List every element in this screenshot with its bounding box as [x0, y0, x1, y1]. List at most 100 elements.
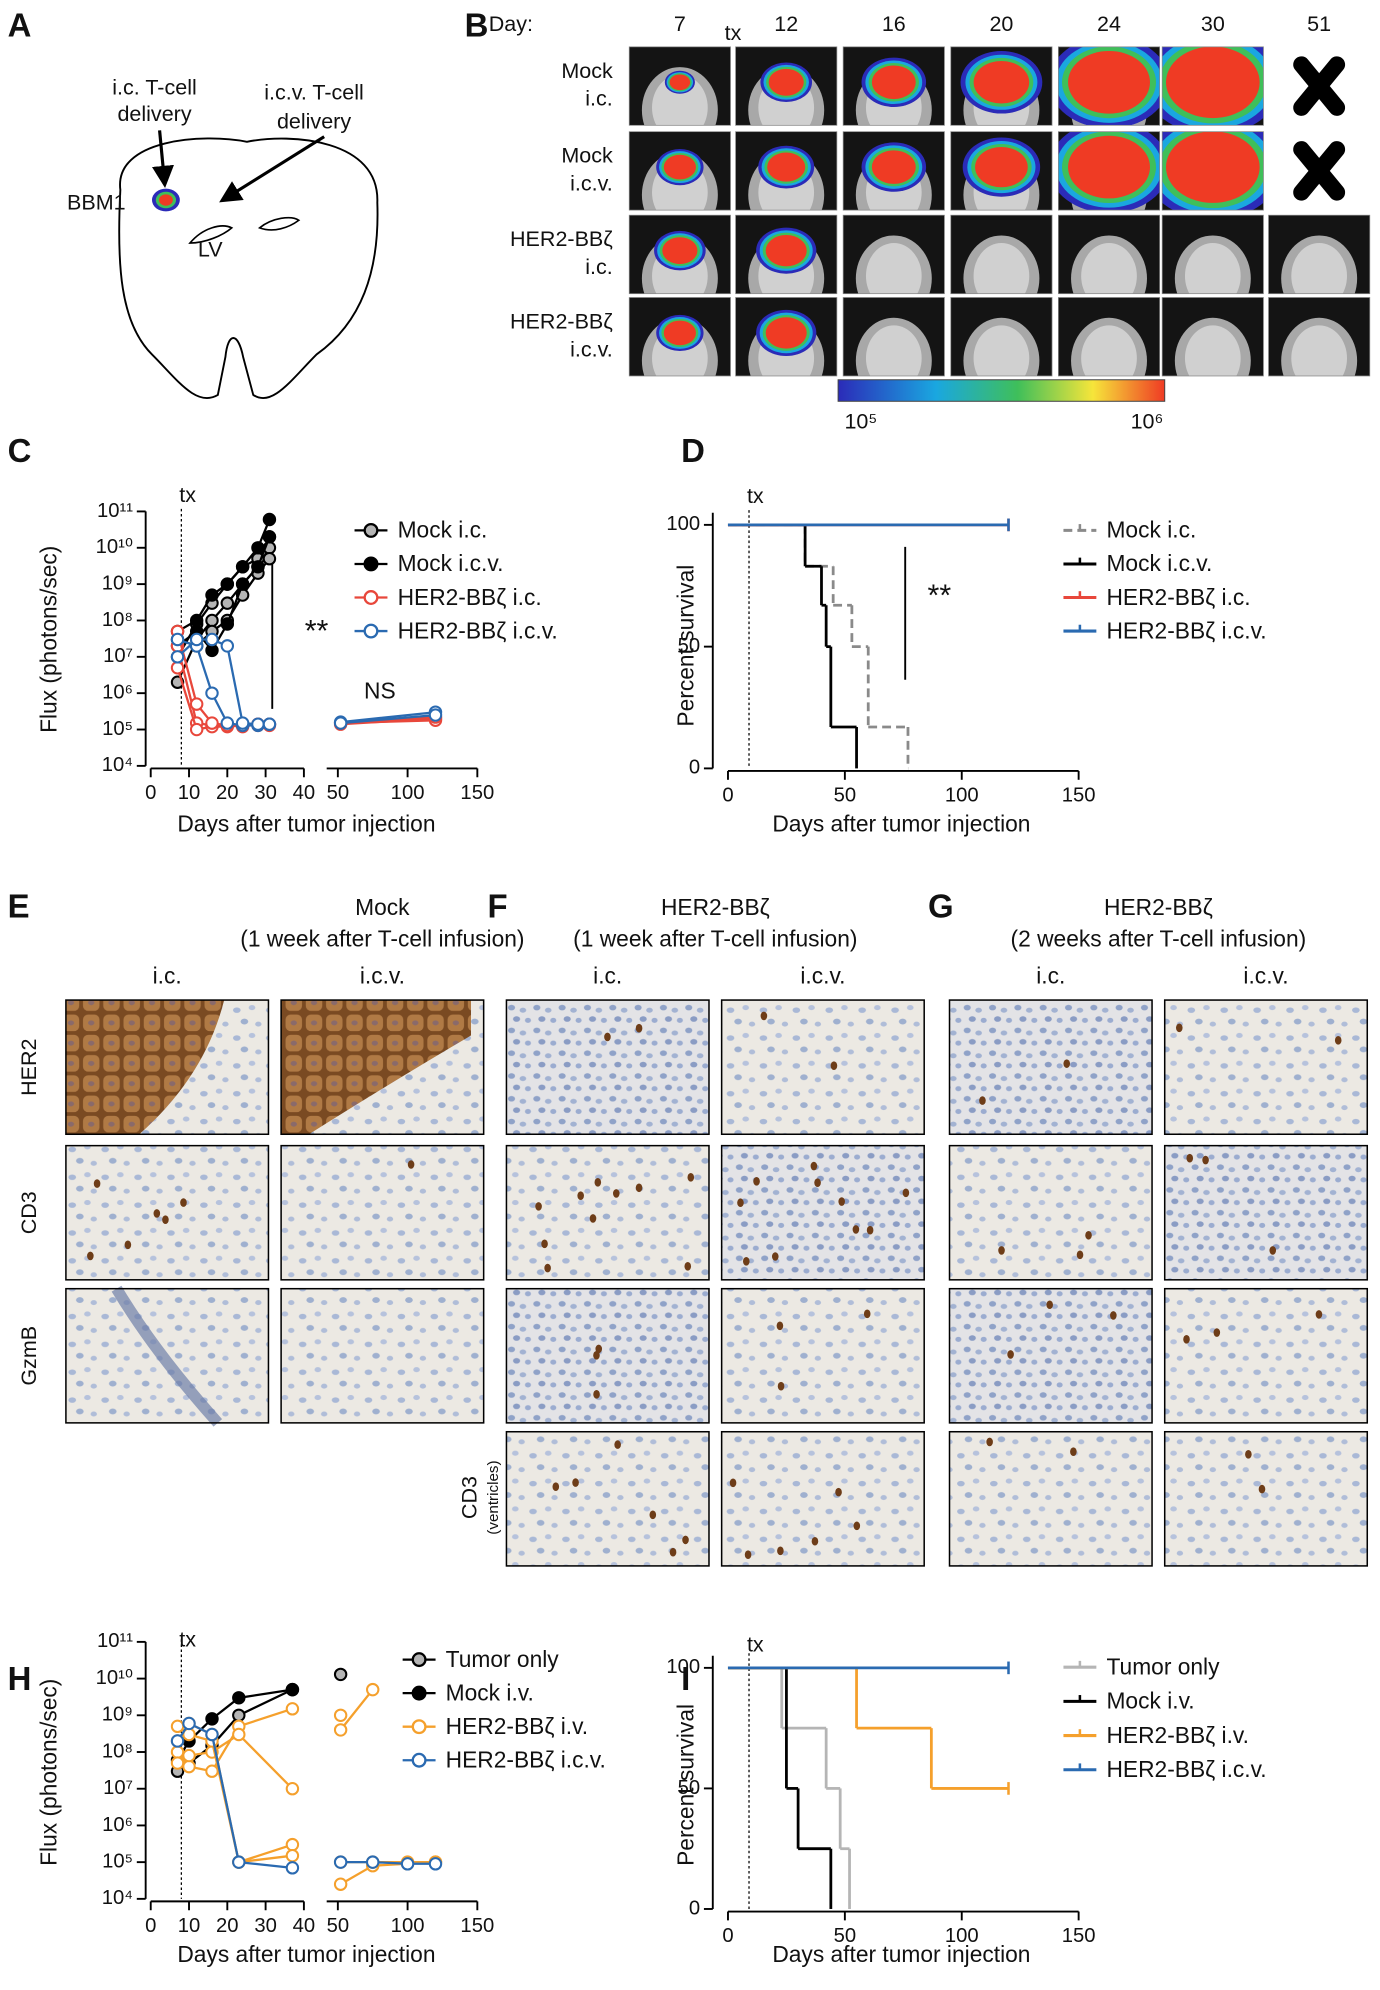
column-label: i.c.v.: [800, 962, 845, 988]
tx-label: tx: [747, 1632, 764, 1656]
x-tick-label: 30: [254, 1915, 277, 1937]
row-label: i.c.: [585, 87, 613, 111]
bli-image: [628, 46, 731, 126]
her2-stain: [281, 1000, 471, 1135]
data-point: [170, 1756, 185, 1770]
data-point: [262, 552, 277, 566]
data-point: [235, 716, 250, 730]
image-border: [842, 131, 945, 211]
annotation: i.c.v. T-cell: [264, 80, 364, 104]
stained-cell: [1175, 1023, 1183, 1033]
stained-cell: [1269, 1246, 1277, 1255]
annotation: BBM1: [67, 190, 126, 214]
data-point: [170, 632, 185, 647]
legend-label: Mock i.c.v.: [1106, 550, 1212, 576]
stained-cell: [902, 1188, 910, 1198]
mouse: [1291, 243, 1347, 294]
legend-marker: [363, 522, 379, 538]
image-border: [1057, 46, 1161, 126]
image-content: [950, 297, 1053, 376]
x-tick-label: 30: [254, 782, 277, 804]
stained-cell: [744, 1550, 752, 1560]
x-tick-label: 0: [145, 782, 156, 804]
x-tick-label: 40: [293, 1915, 316, 1937]
micrograph: [505, 1430, 710, 1567]
mouse: [1081, 243, 1137, 294]
stained-cell: [649, 1510, 657, 1520]
stained-cell: [814, 1178, 821, 1187]
image-border: [1268, 214, 1371, 295]
data-point: [182, 1759, 196, 1774]
y-tick-label: 10⁵: [102, 1850, 133, 1872]
stained-cell: [986, 1437, 993, 1447]
signal: [1166, 46, 1260, 119]
frame: [1163, 1144, 1369, 1281]
y-tick-label: 10⁹: [102, 572, 133, 594]
legend-label: HER2-BBζ i.v.: [446, 1713, 588, 1739]
arrow: [151, 130, 174, 188]
data-point: [333, 1667, 348, 1682]
brain-schematic: [118, 130, 379, 399]
stained-cell: [1063, 1059, 1071, 1068]
image-content: [629, 215, 731, 294]
x-tick-label: 150: [460, 782, 494, 804]
her2-stain: [65, 1000, 225, 1135]
y-axis-label: Percent survival: [672, 565, 698, 727]
stained-cell: [810, 1161, 818, 1171]
data-point: [189, 722, 204, 737]
data-point: [232, 1708, 246, 1723]
stained-cell: [577, 1191, 584, 1200]
micrograph: [948, 1287, 1153, 1424]
legend-label: Mock i.v.: [1106, 1688, 1194, 1714]
data-point: [285, 1848, 300, 1863]
stained-cell: [737, 1198, 744, 1208]
stained-cell: [777, 1546, 784, 1556]
bli-image: [842, 131, 945, 211]
row-label: Mock: [561, 59, 613, 83]
x-tick-label: 0: [722, 1925, 733, 1947]
stained-cell: [682, 1535, 689, 1545]
image-border: [842, 214, 945, 295]
stained-cell: [684, 1261, 692, 1271]
x-tick-label: 100: [945, 1925, 979, 1947]
image-content: [1058, 297, 1160, 376]
stained-cell: [153, 1209, 161, 1218]
y-tick-label: 10⁸: [102, 609, 133, 631]
legend-label: HER2-BBζ i.c.: [398, 584, 542, 610]
tissue: [721, 1000, 925, 1135]
day: 12: [774, 12, 798, 36]
image-content: [629, 131, 731, 211]
micrograph: [505, 999, 710, 1136]
x-tick-label: 10: [178, 1915, 201, 1937]
image-border: [735, 131, 838, 211]
data-point: [232, 1855, 246, 1869]
stained-cell: [760, 1011, 768, 1021]
x-tick-label: 40: [293, 782, 316, 804]
legend-label: Mock i.c.: [1106, 517, 1196, 543]
micrograph: [280, 1287, 485, 1424]
y-tick-label: 100: [666, 1656, 700, 1678]
tissue: [1164, 1288, 1368, 1423]
data-point: [205, 1712, 219, 1726]
stained-cell: [407, 1160, 415, 1169]
panel-title: HER2-BBζ: [1104, 894, 1213, 920]
data-point: [333, 1877, 348, 1891]
x-tick-label: 50: [834, 1925, 857, 1947]
mouse: [652, 74, 708, 126]
brain-outline: [118, 137, 379, 399]
panel-label: B: [465, 7, 489, 44]
mouse: [865, 243, 922, 294]
x-axis-label: Days after tumor injection: [772, 810, 1030, 836]
frame: [280, 1144, 485, 1281]
annotation: delivery: [117, 102, 191, 126]
stained-cell: [572, 1478, 579, 1487]
stained-cell: [1213, 1328, 1221, 1337]
micrograph: [720, 999, 925, 1136]
image-border: [842, 46, 945, 126]
x-tick-label: 50: [834, 785, 857, 807]
stained-cell: [162, 1215, 169, 1224]
bli-image: [1057, 131, 1161, 211]
image-content: [1162, 46, 1264, 126]
image-content: [629, 46, 731, 126]
